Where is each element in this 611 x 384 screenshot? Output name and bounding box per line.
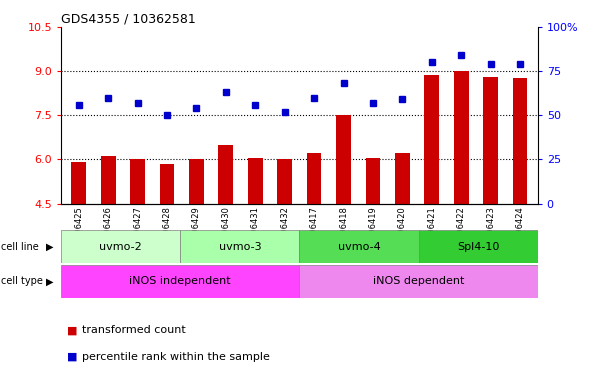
Bar [336, 115, 351, 204]
Bar [425, 76, 439, 204]
Bar [71, 162, 86, 204]
Bar [513, 78, 527, 204]
Text: ■: ■ [67, 325, 78, 335]
Bar [419, 230, 538, 263]
Bar [130, 159, 145, 204]
Text: iNOS dependent: iNOS dependent [373, 276, 464, 286]
Text: ▶: ▶ [46, 276, 53, 286]
Bar [61, 230, 180, 263]
Bar [365, 158, 380, 204]
Bar [277, 159, 292, 204]
Text: cell type: cell type [1, 276, 43, 286]
Bar [159, 164, 174, 204]
Text: GDS4355 / 10362581: GDS4355 / 10362581 [61, 13, 196, 26]
Bar [219, 145, 233, 204]
Text: percentile rank within the sample: percentile rank within the sample [82, 352, 270, 362]
Text: transformed count: transformed count [82, 325, 186, 335]
Text: iNOS independent: iNOS independent [130, 276, 231, 286]
Text: ▶: ▶ [46, 242, 53, 252]
Bar [307, 154, 321, 204]
Bar [483, 77, 498, 204]
Text: Spl4-10: Spl4-10 [457, 242, 499, 252]
Bar [299, 230, 419, 263]
Bar [248, 158, 263, 204]
Text: uvmo-3: uvmo-3 [219, 242, 261, 252]
Bar [299, 265, 538, 298]
Bar [61, 265, 299, 298]
Bar [189, 159, 204, 204]
Text: uvmo-4: uvmo-4 [338, 242, 380, 252]
Text: ■: ■ [67, 352, 78, 362]
Bar [101, 156, 115, 204]
Text: cell line: cell line [1, 242, 38, 252]
Bar [454, 71, 469, 204]
Bar [395, 154, 410, 204]
Bar [180, 230, 299, 263]
Text: uvmo-2: uvmo-2 [100, 242, 142, 252]
